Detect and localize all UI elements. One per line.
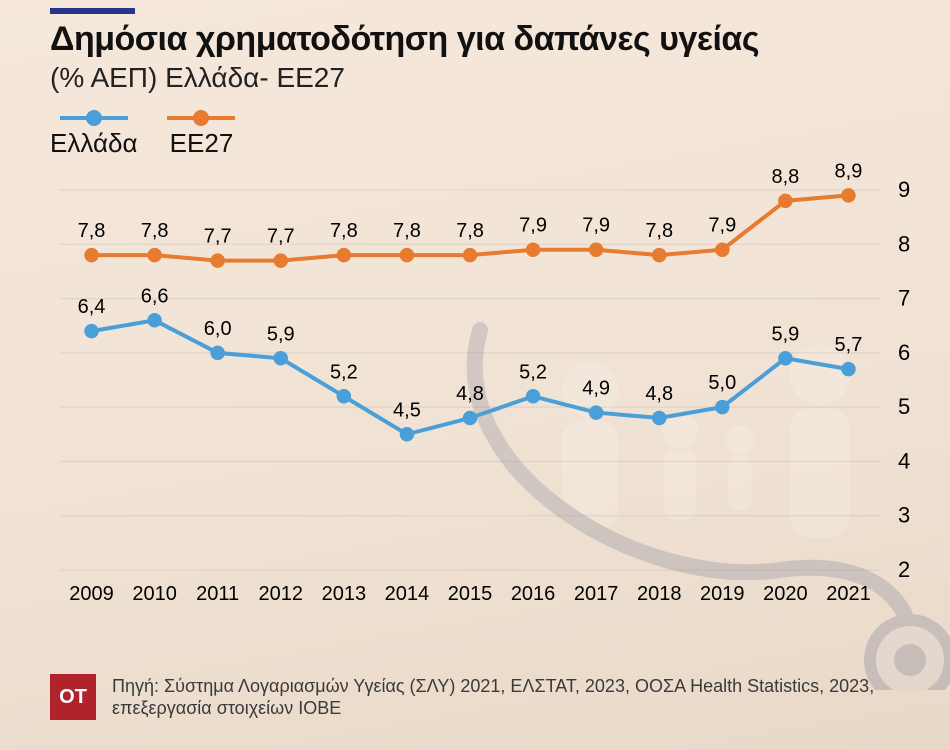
svg-text:7,8: 7,8 <box>330 220 358 242</box>
svg-text:4: 4 <box>898 448 910 473</box>
svg-text:7,8: 7,8 <box>393 220 421 242</box>
source-badge-text: OT <box>59 686 87 709</box>
svg-text:2012: 2012 <box>259 583 304 605</box>
footer: OT Πηγή: Σύστημα Λογαριασμών Υγείας (ΣΛΥ… <box>50 674 920 720</box>
svg-text:2: 2 <box>898 557 910 582</box>
svg-text:9: 9 <box>898 177 910 202</box>
svg-text:4,8: 4,8 <box>645 383 673 405</box>
svg-text:8,8: 8,8 <box>771 166 799 188</box>
legend: Ελλάδα ΕΕ27 <box>50 110 235 159</box>
svg-text:5,2: 5,2 <box>330 361 358 383</box>
svg-text:6: 6 <box>898 340 910 365</box>
svg-text:2014: 2014 <box>385 583 430 605</box>
legend-label: Ελλάδα <box>50 128 137 159</box>
svg-text:5,7: 5,7 <box>835 334 863 356</box>
svg-text:2021: 2021 <box>826 583 871 605</box>
infographic-canvas: Δημόσια χρηματοδότηση για δαπάνες υγείας… <box>0 0 950 750</box>
svg-text:4,8: 4,8 <box>456 383 484 405</box>
svg-text:7,9: 7,9 <box>708 215 736 237</box>
legend-item-eu27: ΕΕ27 <box>167 110 235 159</box>
legend-line <box>100 116 128 120</box>
legend-swatch-eu27 <box>167 110 235 126</box>
chart-area: 2 3 4 5 6 7 8 9 2009 2010 2011 2012 2013 2014 2015 2016… <box>50 180 920 610</box>
svg-text:2017: 2017 <box>574 583 619 605</box>
svg-text:2010: 2010 <box>132 583 177 605</box>
svg-text:2009: 2009 <box>69 583 114 605</box>
legend-swatch-greece <box>60 110 128 126</box>
svg-text:2019: 2019 <box>700 583 745 605</box>
svg-text:6,4: 6,4 <box>78 296 106 318</box>
svg-text:5,9: 5,9 <box>267 323 295 345</box>
svg-text:7,8: 7,8 <box>78 220 106 242</box>
accent-bar <box>50 8 135 14</box>
svg-text:5,2: 5,2 <box>519 361 547 383</box>
svg-text:7,7: 7,7 <box>204 226 232 248</box>
svg-text:7: 7 <box>898 286 910 311</box>
svg-text:8: 8 <box>898 231 910 256</box>
svg-text:2018: 2018 <box>637 583 682 605</box>
svg-text:5,0: 5,0 <box>708 372 736 394</box>
legend-line <box>60 116 88 120</box>
legend-label: ΕΕ27 <box>170 128 234 159</box>
svg-text:6,0: 6,0 <box>204 318 232 340</box>
svg-text:3: 3 <box>898 503 910 528</box>
svg-text:7,9: 7,9 <box>519 215 547 237</box>
svg-text:7,8: 7,8 <box>456 220 484 242</box>
svg-text:6,6: 6,6 <box>141 285 169 307</box>
svg-text:5,9: 5,9 <box>771 323 799 345</box>
source-badge: OT <box>50 674 96 720</box>
svg-text:7,8: 7,8 <box>141 220 169 242</box>
svg-text:2011: 2011 <box>196 583 239 605</box>
svg-text:2015: 2015 <box>448 583 493 605</box>
svg-text:2016: 2016 <box>511 583 556 605</box>
svg-text:5: 5 <box>898 394 910 419</box>
source-text: Πηγή: Σύστημα Λογαριασμών Υγείας (ΣΛΥ) 2… <box>112 675 920 720</box>
svg-text:8,9: 8,9 <box>835 160 863 182</box>
chart-subtitle: (% ΑΕΠ) Ελλάδα- ΕΕ27 <box>50 62 345 94</box>
svg-text:7,8: 7,8 <box>645 220 673 242</box>
line-chart: 2 3 4 5 6 7 8 9 2009 2010 2011 2012 2013 2014 2015 2016… <box>50 180 920 610</box>
chart-title: Δημόσια χρηματοδότηση για δαπάνες υγείας <box>50 20 759 59</box>
svg-text:2020: 2020 <box>763 583 808 605</box>
svg-text:2013: 2013 <box>322 583 367 605</box>
svg-text:7,7: 7,7 <box>267 226 295 248</box>
legend-line <box>207 116 235 120</box>
legend-line <box>167 116 195 120</box>
svg-text:7,9: 7,9 <box>582 215 610 237</box>
svg-text:4,9: 4,9 <box>582 378 610 400</box>
legend-item-greece: Ελλάδα <box>50 110 137 159</box>
svg-text:4,5: 4,5 <box>393 399 421 421</box>
